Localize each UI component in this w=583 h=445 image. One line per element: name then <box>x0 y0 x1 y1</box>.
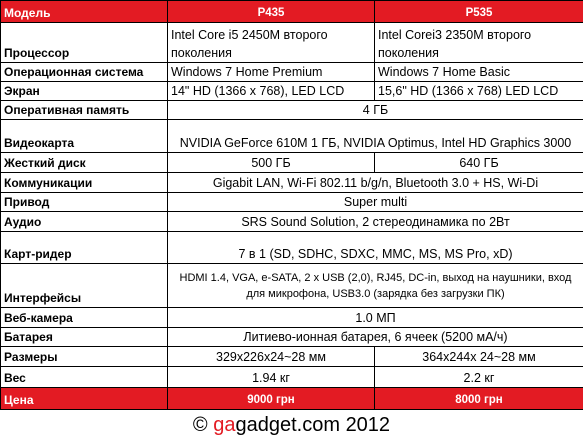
header-cell: P535 <box>374 0 583 23</box>
value-cell: Windows 7 Home Basic <box>374 62 583 82</box>
table-row: Процессор Intel Core i5 2450M второго пок… <box>0 22 583 63</box>
spec-table: Модель P435 P535 Процессор Intel Core i5 … <box>0 0 583 410</box>
table-row: Привод Super multi <box>0 192 583 212</box>
row-label: Веб-камера <box>0 307 168 328</box>
value-cell: Intel Corei3 2350M второго поколения <box>374 22 583 63</box>
table-row: Интерфейсы HDMI 1.4, VGA, e-SATA, 2 x USB… <box>0 263 583 308</box>
value-cell: 640 ГБ <box>374 152 583 173</box>
row-label: Аудио <box>0 211 168 232</box>
value-cell: 500 ГБ <box>167 152 375 173</box>
table-row: Видеокарта NVIDIA GeForce 610M 1 ГБ, NVID… <box>0 119 583 153</box>
value-cell: Литиево-ионная батарея, 6 ячеек (5200 мА… <box>167 327 583 347</box>
row-label: Экран <box>0 81 168 101</box>
value-cell: HDMI 1.4, VGA, e-SATA, 2 x USB (2,0), RJ… <box>167 263 583 308</box>
table-row: Коммуникации Gigabit LAN, Wi-Fi 802.11 b/… <box>0 172 583 193</box>
row-label: Батарея <box>0 327 168 347</box>
table-row: Операционная система Windows 7 Home Premi… <box>0 62 583 82</box>
table-row: Карт-ридер 7 в 1 (SD, SDHC, SDXC, MMC, MS… <box>0 231 583 264</box>
table-row: Оперативная память 4 ГБ <box>0 100 583 120</box>
value-cell: 4 ГБ <box>167 100 583 120</box>
table-row: Жесткий диск 500 ГБ 640 ГБ <box>0 152 583 173</box>
table-row: Размеры 329x226x24~28 мм 364x244x 24~28 мм <box>0 346 583 367</box>
value-cell: SRS Sound Solution, 2 стереодинамика по … <box>167 211 583 232</box>
copyright: © <box>192 414 208 436</box>
value-cell: 329x226x24~28 мм <box>167 346 375 367</box>
value-cell: Super multi <box>167 192 583 212</box>
value-cell: 2.2 кг <box>374 366 583 388</box>
row-label: Интерфейсы <box>0 263 168 308</box>
row-label: Операционная система <box>0 62 168 82</box>
value-cell: Windows 7 Home Premium <box>167 62 375 82</box>
row-label: Цена <box>0 387 168 410</box>
value-cell: 8000 грн <box>374 387 583 410</box>
row-label: Видеокарта <box>0 119 168 153</box>
table-row: Батарея Литиево-ионная батарея, 6 ячеек (… <box>0 327 583 347</box>
value-cell: 364x244x 24~28 мм <box>374 346 583 367</box>
table-row: Веб-камера 1.0 МП <box>0 307 583 328</box>
footer: © gagadget.com 2012 <box>0 414 583 437</box>
table-row: Аудио SRS Sound Solution, 2 стереодинамик… <box>0 211 583 232</box>
header-cell: P435 <box>167 0 375 23</box>
row-label: Размеры <box>0 346 168 367</box>
brand-red: ga <box>213 414 236 436</box>
row-label: Вес <box>0 366 168 388</box>
value-cell: 15,6" HD (1366 x 768) LED LCD <box>374 81 583 101</box>
table-row: Вес 1.94 кг 2.2 кг <box>0 366 583 388</box>
row-label: Коммуникации <box>0 172 168 193</box>
value-cell: Gigabit LAN, Wi-Fi 802.11 b/g/n, Bluetoo… <box>167 172 583 193</box>
row-label: Оперативная память <box>0 100 168 120</box>
table-row: Экран 14" HD (1366 x 768), LED LCD 15,6" H… <box>0 81 583 101</box>
value-cell: NVIDIA GeForce 610M 1 ГБ, NVIDIA Optimus… <box>167 119 583 153</box>
value-cell: 9000 грн <box>167 387 375 410</box>
header-cell: Модель <box>0 0 168 23</box>
row-label: Карт-ридер <box>0 231 168 264</box>
value-cell: 14" HD (1366 x 768), LED LCD <box>167 81 375 101</box>
value-cell: Intel Core i5 2450M второго поколения <box>167 22 375 63</box>
value-cell: 1.94 кг <box>167 366 375 388</box>
value-cell: 1.0 МП <box>167 307 583 328</box>
row-label: Привод <box>0 192 168 212</box>
brand: gadget.com <box>235 414 340 436</box>
row-label: Жесткий диск <box>0 152 168 173</box>
table-row: Цена 9000 грн 8000 грн <box>0 387 583 410</box>
value-cell: 7 в 1 (SD, SDHC, SDXC, MMC, MS, MS Pro, … <box>167 231 583 264</box>
year: 2012 <box>345 414 391 436</box>
row-label: Процессор <box>0 22 168 63</box>
header-row: Модель P435 P535 <box>0 0 583 23</box>
